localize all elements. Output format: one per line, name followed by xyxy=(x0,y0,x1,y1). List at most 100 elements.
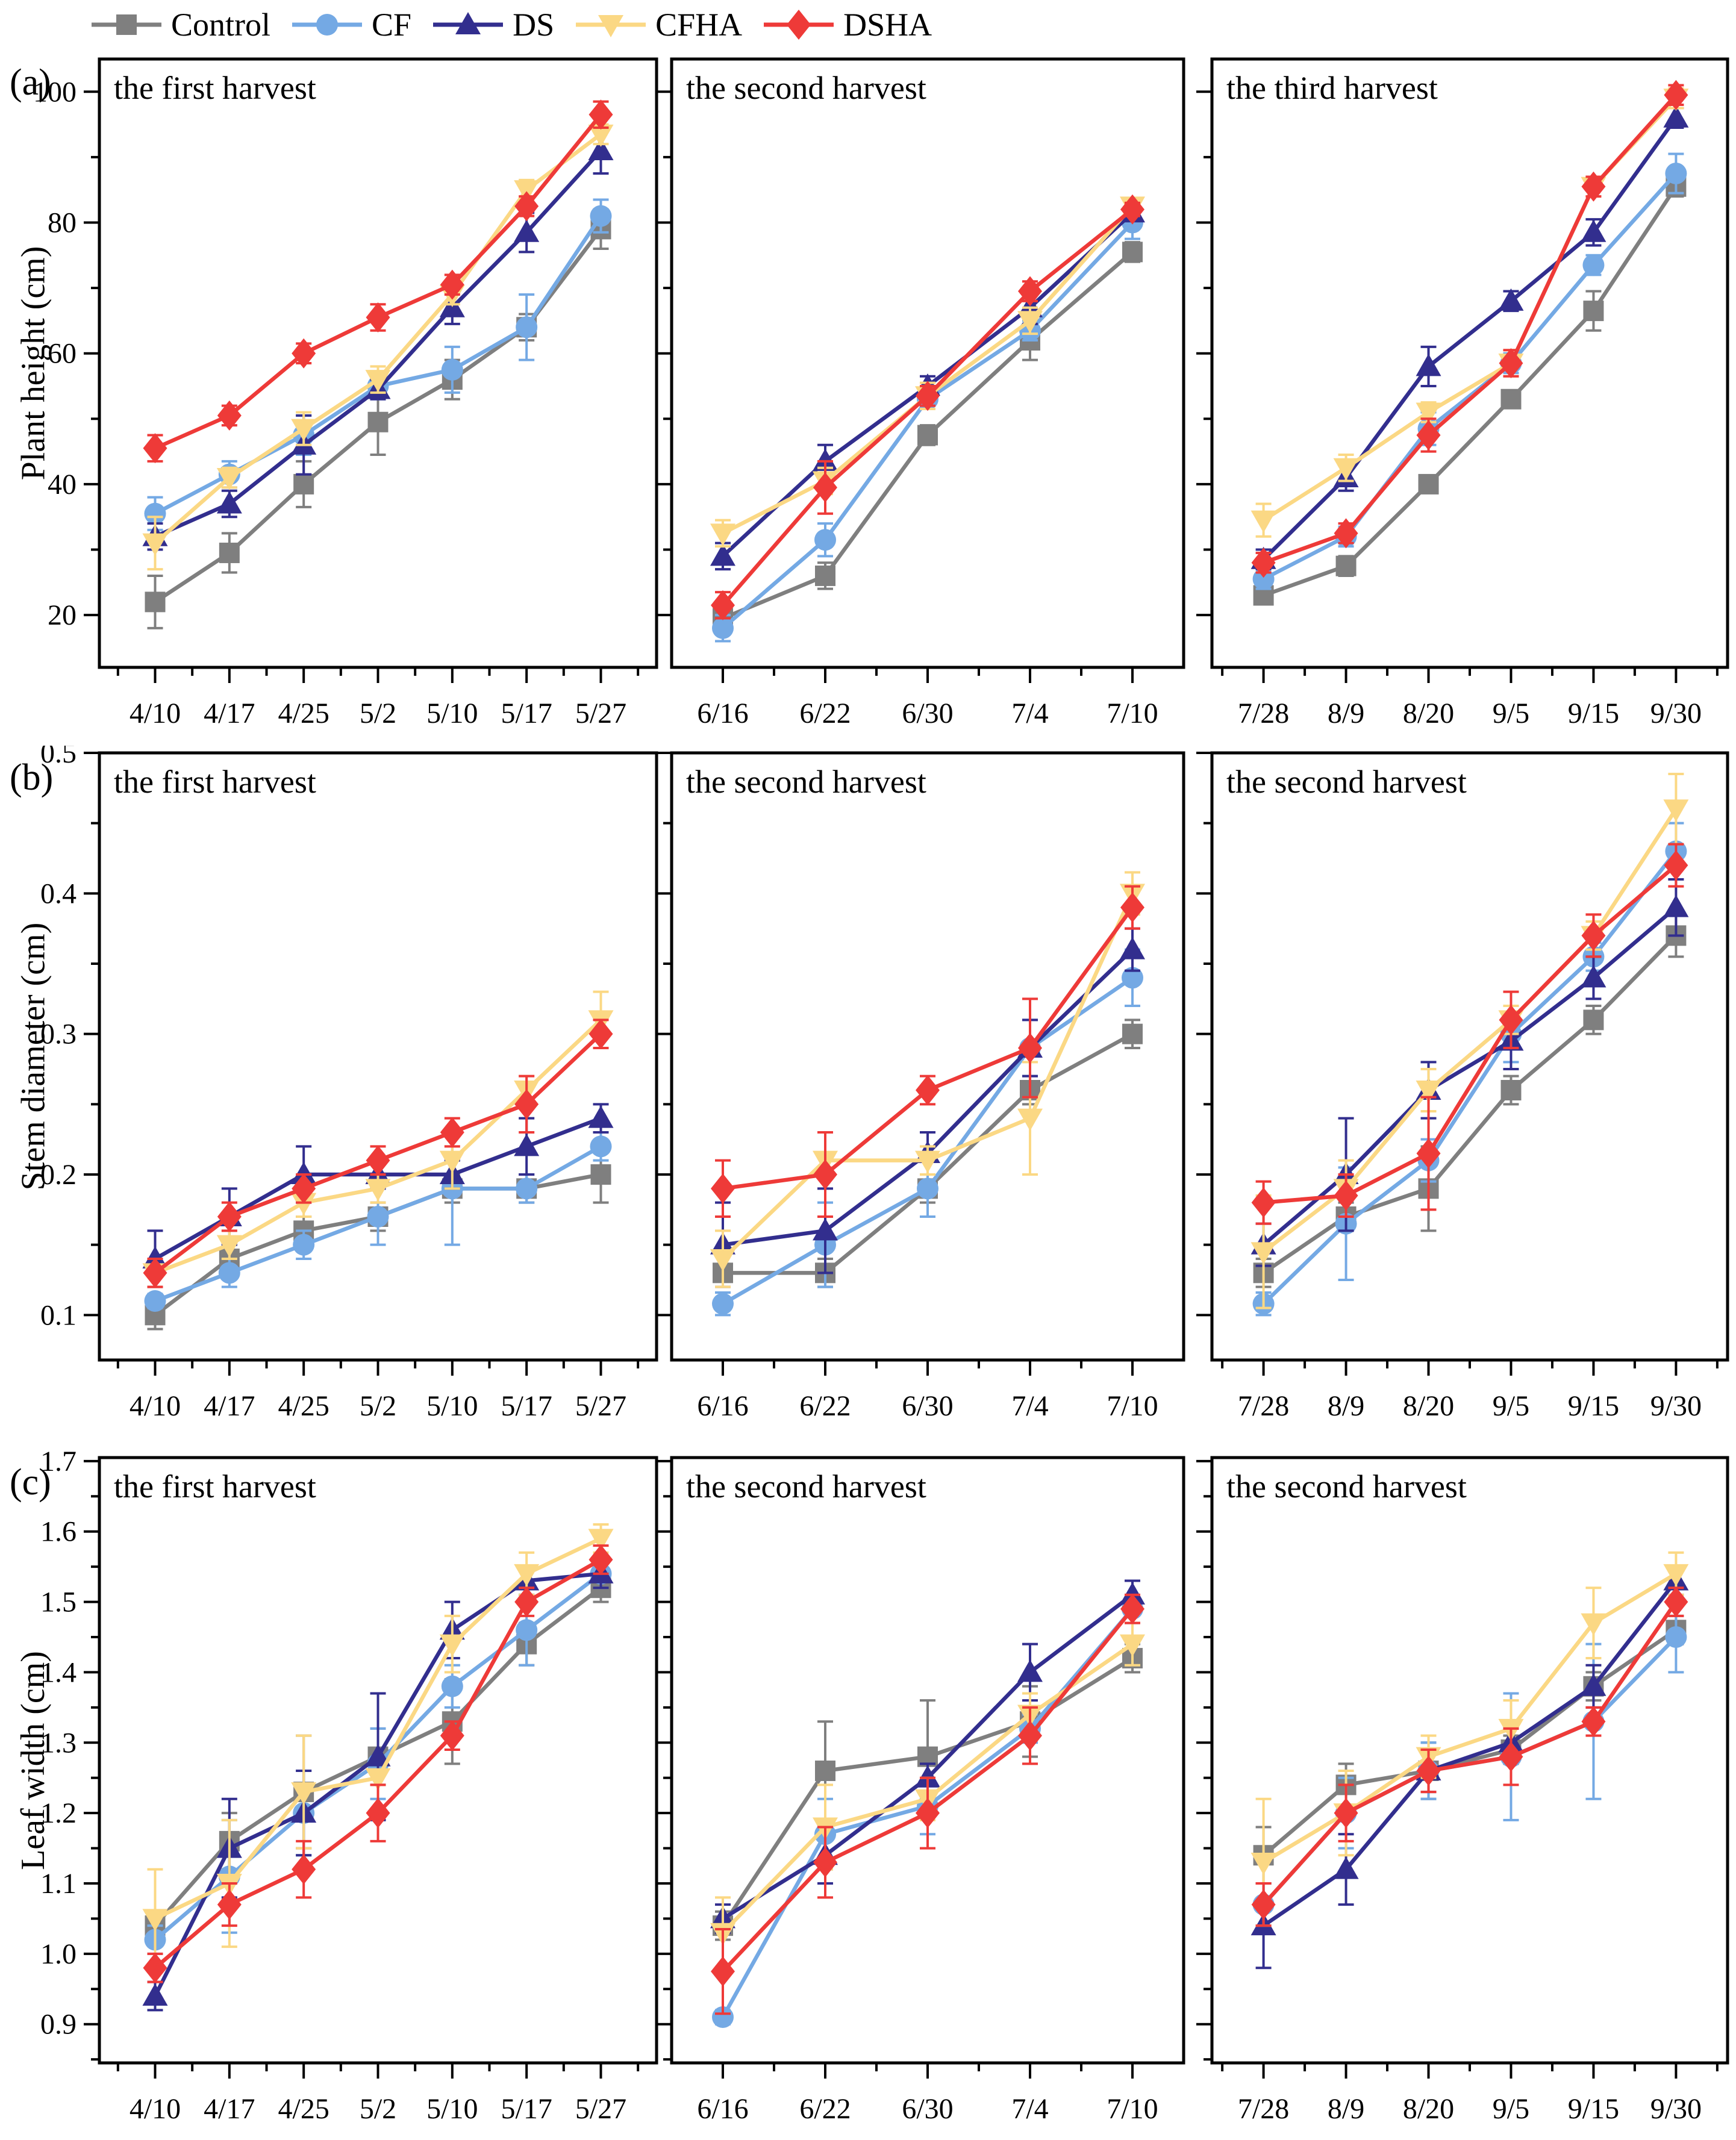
x-axis: 4/10 4/17 4/25 5/2 5/10 5/17 5/27 xyxy=(116,1360,640,1422)
svg-text:8/20: 8/20 xyxy=(1403,1390,1454,1422)
x-axis: 4/10 4/17 4/25 5/2 5/10 5/17 5/27 xyxy=(116,667,640,729)
svg-text:5/17: 5/17 xyxy=(501,697,552,729)
svg-text:0.1: 0.1 xyxy=(40,1299,76,1331)
chart-panel-r0c1: 6/16 6/22 6/30 7/4 7/10 the second harvest xyxy=(656,57,1185,729)
y-axis: 0.9 1.0 1.1 1.2 1.3 1.4 1.5 1.6 1.7 xyxy=(40,1450,99,2061)
panel-title: the second harvest xyxy=(686,1468,926,1505)
y-axis xyxy=(1196,1459,1212,2061)
y-axis xyxy=(1196,90,1212,617)
svg-text:8/9: 8/9 xyxy=(1328,2093,1364,2125)
x-axis: 6/16 6/22 6/30 7/4 7/10 xyxy=(697,2063,1158,2125)
svg-text:4/17: 4/17 xyxy=(204,1390,255,1422)
svg-text:7/10: 7/10 xyxy=(1107,697,1158,729)
svg-text:6/22: 6/22 xyxy=(799,1390,851,1422)
svg-text:6/16: 6/16 xyxy=(697,697,748,729)
svg-text:1.6: 1.6 xyxy=(40,1516,76,1548)
chart-legend: Control CF DS CFHA DSHA xyxy=(90,8,932,41)
svg-text:9/30: 9/30 xyxy=(1650,2093,1702,2125)
svg-text:7/10: 7/10 xyxy=(1107,2093,1158,2125)
panel-title: the second harvest xyxy=(1226,764,1467,800)
chart-panel-r0c0: 4/10 4/17 4/25 5/2 5/10 5/17 5/27 20 40 60 80 100 th… xyxy=(33,57,658,729)
svg-text:7/4: 7/4 xyxy=(1011,1390,1048,1422)
chart-panel-r1c0: 4/10 4/17 4/25 5/2 5/10 5/17 5/270.10.20.30.40… xyxy=(40,746,658,1422)
y-axis xyxy=(656,1459,672,2061)
series-dsha xyxy=(143,1544,613,1983)
x-axis: 7/28 8/9 8/20 9/5 9/15 9/30 xyxy=(1221,2063,1719,2125)
svg-text:1.1: 1.1 xyxy=(40,1868,76,1900)
chart-panel-r0c2: 7/28 8/9 8/20 9/5 9/15 9/30 the third harvest xyxy=(1196,57,1729,729)
x-axis: 7/28 8/9 8/20 9/5 9/15 9/30 xyxy=(1221,1360,1719,1422)
cf-circle-icon xyxy=(292,14,363,36)
svg-text:4/25: 4/25 xyxy=(278,697,329,729)
chart-panel-r2c0: 4/10 4/17 4/25 5/2 5/10 5/17 5/27 0.9 1.0 1.1 1.2 1… xyxy=(40,1450,658,2125)
svg-text:7/4: 7/4 xyxy=(1011,2093,1048,2125)
svg-text:5/10: 5/10 xyxy=(426,697,478,729)
chart-panel-r1c2: 7/28 8/9 8/20 9/5 9/15 9/30 the second harvest xyxy=(1196,751,1729,1422)
svg-text:60: 60 xyxy=(48,338,76,370)
svg-text:5/10: 5/10 xyxy=(426,2093,478,2125)
panel-title: the first harvest xyxy=(114,70,316,106)
panel-letter-a: (a) xyxy=(10,62,51,103)
svg-text:8/20: 8/20 xyxy=(1403,2093,1454,2125)
svg-text:7/28: 7/28 xyxy=(1238,697,1289,729)
y-axis xyxy=(656,90,672,617)
y-axis: 0.1 0.2 0.3 0.4 0.5 xyxy=(40,746,99,1331)
svg-text:4/25: 4/25 xyxy=(278,1390,329,1422)
legend-item-ds: DS xyxy=(432,8,554,41)
svg-text:4/10: 4/10 xyxy=(130,2093,181,2125)
y-axis: 20 40 60 80 100 xyxy=(33,76,99,631)
panel-title: the third harvest xyxy=(1226,70,1438,106)
svg-text:4/17: 4/17 xyxy=(204,697,255,729)
series-dsha xyxy=(1251,80,1688,578)
legend-item-cf: CF xyxy=(291,8,411,41)
legend-label: CF xyxy=(372,7,412,43)
dsha-diamond-icon xyxy=(764,10,834,40)
svg-text:5/2: 5/2 xyxy=(360,1390,396,1422)
legend-label: CFHA xyxy=(655,7,743,43)
series-dsha xyxy=(711,1593,1144,2015)
svg-text:100: 100 xyxy=(33,76,76,108)
svg-text:0.4: 0.4 xyxy=(40,878,76,909)
x-axis: 6/16 6/22 6/30 7/4 7/10 xyxy=(697,1360,1158,1422)
svg-text:9/30: 9/30 xyxy=(1650,1390,1702,1422)
svg-text:6/16: 6/16 xyxy=(697,2093,748,2125)
svg-text:4/17: 4/17 xyxy=(204,2093,255,2125)
svg-text:0.3: 0.3 xyxy=(40,1019,76,1050)
svg-text:9/15: 9/15 xyxy=(1568,1390,1619,1422)
chart-panel-r1c1: 6/16 6/22 6/30 7/4 7/10 the second harvest xyxy=(656,751,1185,1422)
legend-label: Control xyxy=(171,7,271,43)
series-dsha xyxy=(711,194,1144,620)
svg-text:5/2: 5/2 xyxy=(360,697,396,729)
panel-title: the first harvest xyxy=(114,764,316,800)
series-dsha xyxy=(711,885,1144,1218)
svg-text:7/28: 7/28 xyxy=(1238,1390,1289,1422)
svg-text:5/2: 5/2 xyxy=(360,2093,396,2125)
x-axis: 4/10 4/17 4/25 5/2 5/10 5/17 5/27 xyxy=(116,2063,640,2125)
svg-text:7/4: 7/4 xyxy=(1011,697,1048,729)
svg-text:1.5: 1.5 xyxy=(40,1586,76,1618)
svg-text:4/10: 4/10 xyxy=(130,1390,181,1422)
svg-text:5/27: 5/27 xyxy=(575,2093,626,2125)
svg-text:5/17: 5/17 xyxy=(501,1390,552,1422)
panel-letter-c: (c) xyxy=(10,1462,51,1503)
x-axis: 6/16 6/22 6/30 7/4 7/10 xyxy=(697,667,1158,729)
legend-item-cfha: CFHA xyxy=(575,8,742,41)
panel-title: the second harvest xyxy=(686,70,926,106)
chart-panel-r2c1: 6/16 6/22 6/30 7/4 7/10 the second harvest xyxy=(656,1456,1185,2125)
svg-text:9/5: 9/5 xyxy=(1493,1390,1529,1422)
svg-text:8/9: 8/9 xyxy=(1328,697,1364,729)
legend-label: DS xyxy=(513,7,555,43)
cfha-triangle-down-icon xyxy=(576,15,646,37)
series-cf xyxy=(712,948,1143,1317)
panel-letter-b: (b) xyxy=(10,757,54,798)
svg-text:1.4: 1.4 xyxy=(40,1656,76,1688)
legend-item-control: Control xyxy=(90,8,270,41)
svg-text:4/25: 4/25 xyxy=(278,2093,329,2125)
series-dsha xyxy=(1251,1586,1688,1927)
svg-text:5/27: 5/27 xyxy=(575,697,626,729)
svg-text:6/30: 6/30 xyxy=(902,1390,953,1422)
svg-text:1.7: 1.7 xyxy=(40,1450,76,1477)
svg-text:6/22: 6/22 xyxy=(799,2093,851,2125)
svg-text:9/15: 9/15 xyxy=(1568,2093,1619,2125)
y-axis xyxy=(656,752,672,1317)
